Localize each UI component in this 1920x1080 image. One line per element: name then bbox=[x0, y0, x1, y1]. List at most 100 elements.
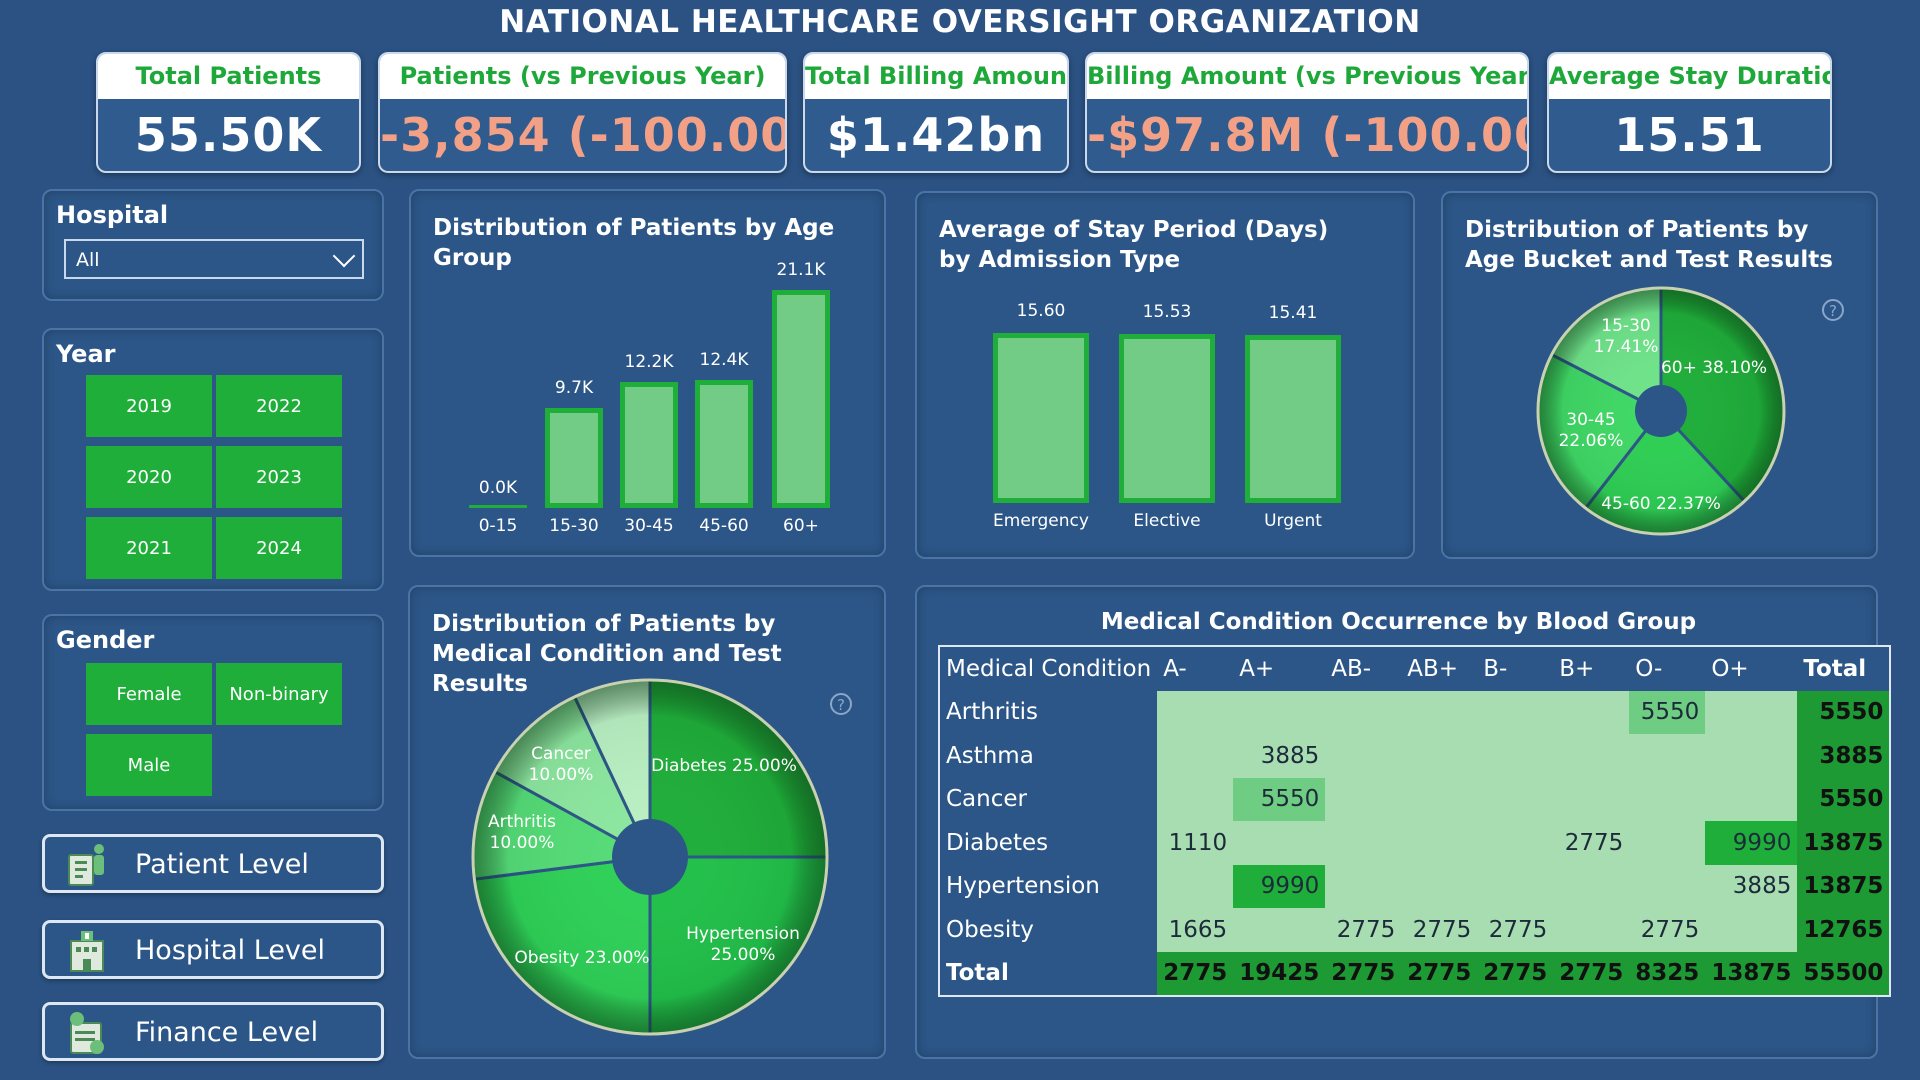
age-group-chart-panel: Distribution of Patients by Age Group 0.… bbox=[409, 189, 886, 557]
gender-tile-male[interactable]: Male bbox=[86, 734, 212, 796]
kpi-label: Average Stay Duration bbox=[1549, 54, 1830, 99]
finance-level-button[interactable]: Finance Level bbox=[42, 1002, 384, 1061]
data-label: 15.53 bbox=[1142, 301, 1192, 322]
x-tick-label: 15-30 bbox=[549, 516, 599, 536]
table-cell bbox=[1401, 821, 1478, 865]
hospital-slicer-label: Hospital bbox=[56, 201, 169, 229]
hospital-level-label: Hospital Level bbox=[135, 935, 326, 966]
table-cell bbox=[1157, 777, 1234, 821]
table-cell: 8325 bbox=[1629, 951, 1706, 995]
pie-hole bbox=[612, 819, 688, 895]
row-label: Hypertension bbox=[940, 864, 1158, 908]
table-row: Diabetes 1110 2775 9990 13875 bbox=[940, 821, 1890, 865]
bar bbox=[1245, 335, 1341, 503]
data-label: 9.7K bbox=[554, 377, 594, 398]
table-row: Arthritis 5550 5550 bbox=[940, 690, 1890, 734]
table-row: Asthma 3885 3885 bbox=[940, 734, 1890, 778]
pie-hole bbox=[1635, 385, 1687, 437]
column-header: A+ bbox=[1233, 647, 1326, 691]
table-cell bbox=[1629, 864, 1706, 908]
kpi-label: Patients (vs Previous Year) bbox=[380, 54, 785, 99]
table-cell: 3885 bbox=[1797, 734, 1890, 778]
column-header: Total bbox=[1797, 647, 1890, 691]
table-cell bbox=[1477, 734, 1554, 778]
bar bbox=[469, 505, 527, 508]
gender-tile-female[interactable]: Female bbox=[86, 663, 212, 725]
x-tick-label: Urgent bbox=[1264, 511, 1322, 531]
table-cell bbox=[1477, 864, 1554, 908]
data-label: 0.0K bbox=[478, 478, 518, 498]
table-cell: 19425 bbox=[1233, 951, 1326, 995]
table-cell bbox=[1553, 777, 1630, 821]
data-label: 15.41 bbox=[1268, 303, 1318, 324]
table-cell bbox=[1325, 734, 1402, 778]
bar bbox=[545, 407, 603, 508]
table-cell bbox=[1325, 864, 1402, 908]
table-cell bbox=[1157, 734, 1234, 778]
kpi-value: -$97.8M (-100.00%) bbox=[1087, 108, 1527, 162]
chart-title: Distribution of Patients by Age Bucket a… bbox=[1465, 217, 1833, 273]
finance-level-label: Finance Level bbox=[135, 1017, 319, 1048]
pie-label: 60+ 38.10% bbox=[1661, 358, 1767, 378]
table-cell: 2775 bbox=[1629, 908, 1706, 952]
year-tile-2024[interactable]: 2024 bbox=[216, 517, 342, 579]
kpi-avg-stay: Average Stay Duration 15.51 bbox=[1547, 52, 1832, 173]
table-cell: 5550 bbox=[1797, 690, 1890, 734]
kpi-label: Total Billing Amount bbox=[805, 54, 1067, 99]
year-tile-2019[interactable]: 2019 bbox=[86, 375, 212, 437]
chart-title: Average of Stay Period (Days) by Admissi… bbox=[939, 217, 1329, 273]
row-label: Diabetes bbox=[940, 821, 1158, 865]
help-icon[interactable]: ? bbox=[830, 693, 852, 715]
table-cell: 5550 bbox=[1797, 777, 1890, 821]
chart-title: Medical Condition Occurrence by Blood Gr… bbox=[1100, 609, 1697, 635]
hospital-slicer: Hospital All bbox=[42, 189, 384, 301]
year-slicer: Year 2019 2022 2020 2023 2021 2024 bbox=[42, 328, 384, 591]
medical-condition-pie-panel: Distribution of Patients by Medical Cond… bbox=[408, 585, 886, 1059]
data-label: 12.2K bbox=[624, 351, 674, 372]
help-icon[interactable]: ? bbox=[1822, 299, 1844, 321]
table-cell: 3885 bbox=[1705, 864, 1798, 908]
table-cell bbox=[1401, 864, 1478, 908]
year-tile-2021[interactable]: 2021 bbox=[86, 517, 212, 579]
hospital-level-button[interactable]: Hospital Level bbox=[42, 920, 384, 979]
table-cell bbox=[1401, 734, 1478, 778]
year-slicer-label: Year bbox=[56, 340, 116, 368]
chevron-down-icon bbox=[332, 244, 356, 268]
table-cell bbox=[1553, 690, 1630, 734]
gender-slicer: Gender Female Non-binary Male bbox=[42, 614, 384, 811]
table-row: Obesity 1665 2775 2775 2775 2775 12765 bbox=[940, 908, 1890, 952]
finance-icon bbox=[70, 1012, 104, 1054]
pie-label: Hypertension bbox=[686, 924, 800, 944]
hospital-icon bbox=[70, 931, 104, 972]
table-cell: 13875 bbox=[1797, 864, 1890, 908]
row-label: Arthritis bbox=[940, 690, 1158, 734]
column-header: AB- bbox=[1325, 647, 1402, 691]
table-cell: 1110 bbox=[1157, 821, 1234, 865]
page-title: NATIONAL HEALTHCARE OVERSIGHT ORGANIZATI… bbox=[499, 4, 1421, 40]
kpi-patients-vs-prev: Patients (vs Previous Year) -3,854 (-100… bbox=[378, 52, 787, 173]
table-cell: 9990 bbox=[1705, 821, 1798, 865]
total-row: Total 2775 19425 2775 2775 2775 2775 8325 13875 5… bbox=[940, 951, 1890, 995]
bar bbox=[620, 381, 678, 508]
table-cell bbox=[1553, 734, 1630, 778]
patient-level-label: Patient Level bbox=[135, 849, 309, 880]
patient-level-button[interactable]: Patient Level bbox=[42, 834, 384, 893]
pie-label: Obesity 23.00% bbox=[514, 948, 649, 968]
year-tile-2020[interactable]: 2020 bbox=[86, 446, 212, 508]
x-tick-label: 30-45 bbox=[624, 516, 674, 536]
kpi-value: 55.50K bbox=[134, 108, 323, 162]
gender-tile-non-binary[interactable]: Non-binary bbox=[216, 663, 342, 725]
kpi-label: Total Patients bbox=[98, 54, 359, 99]
row-label: Obesity bbox=[940, 908, 1158, 952]
chart-title: Distribution of Patients by Age Group bbox=[433, 215, 835, 271]
kpi-total-patients: Total Patients 55.50K bbox=[96, 52, 361, 173]
table-cell bbox=[1401, 777, 1478, 821]
year-tile-2022[interactable]: 2022 bbox=[216, 375, 342, 437]
table-cell: 2775 bbox=[1157, 951, 1234, 995]
hospital-dropdown[interactable]: All bbox=[64, 239, 364, 279]
kpi-billing-vs-prev: Billing Amount (vs Previous Year) -$97.8… bbox=[1085, 52, 1529, 173]
year-tile-2023[interactable]: 2023 bbox=[216, 446, 342, 508]
x-tick-label: 60+ bbox=[783, 516, 819, 536]
table-cell: 5550 bbox=[1233, 777, 1326, 821]
